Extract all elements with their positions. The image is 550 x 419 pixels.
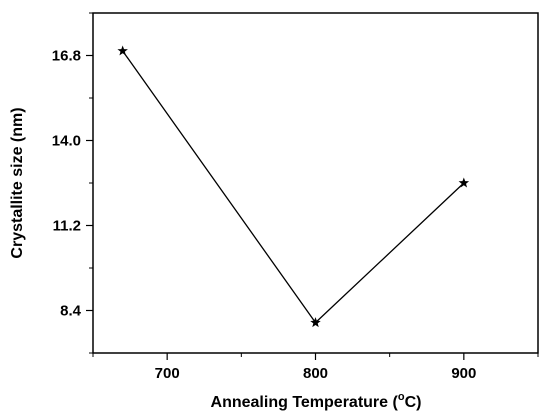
y-axis-ticks: 8.4 11.2 14.0 16.8 (52, 12, 93, 354)
x-tick-label: 700 (155, 365, 180, 382)
x-axis-title: Annealing Temperature (oC) (211, 391, 422, 411)
plot-frame (92, 12, 539, 354)
data-point-star (117, 45, 128, 56)
data-point-star (310, 317, 321, 328)
x-tick-label: 800 (303, 365, 328, 382)
y-tick-label: 11.2 (53, 218, 81, 235)
y-tick-label: 14.0 (52, 133, 81, 150)
y-tick-label: 16.8 (52, 48, 81, 65)
data-series (117, 45, 470, 328)
data-point-star (458, 177, 470, 188)
y-axis-title: Crystallite size (nm) (9, 107, 26, 258)
series-line (122, 50, 465, 324)
y-tick-label: 8.4 (60, 303, 82, 320)
x-axis-ticks: 700 800 900 (92, 353, 539, 382)
x-tick-label: 900 (451, 365, 476, 382)
